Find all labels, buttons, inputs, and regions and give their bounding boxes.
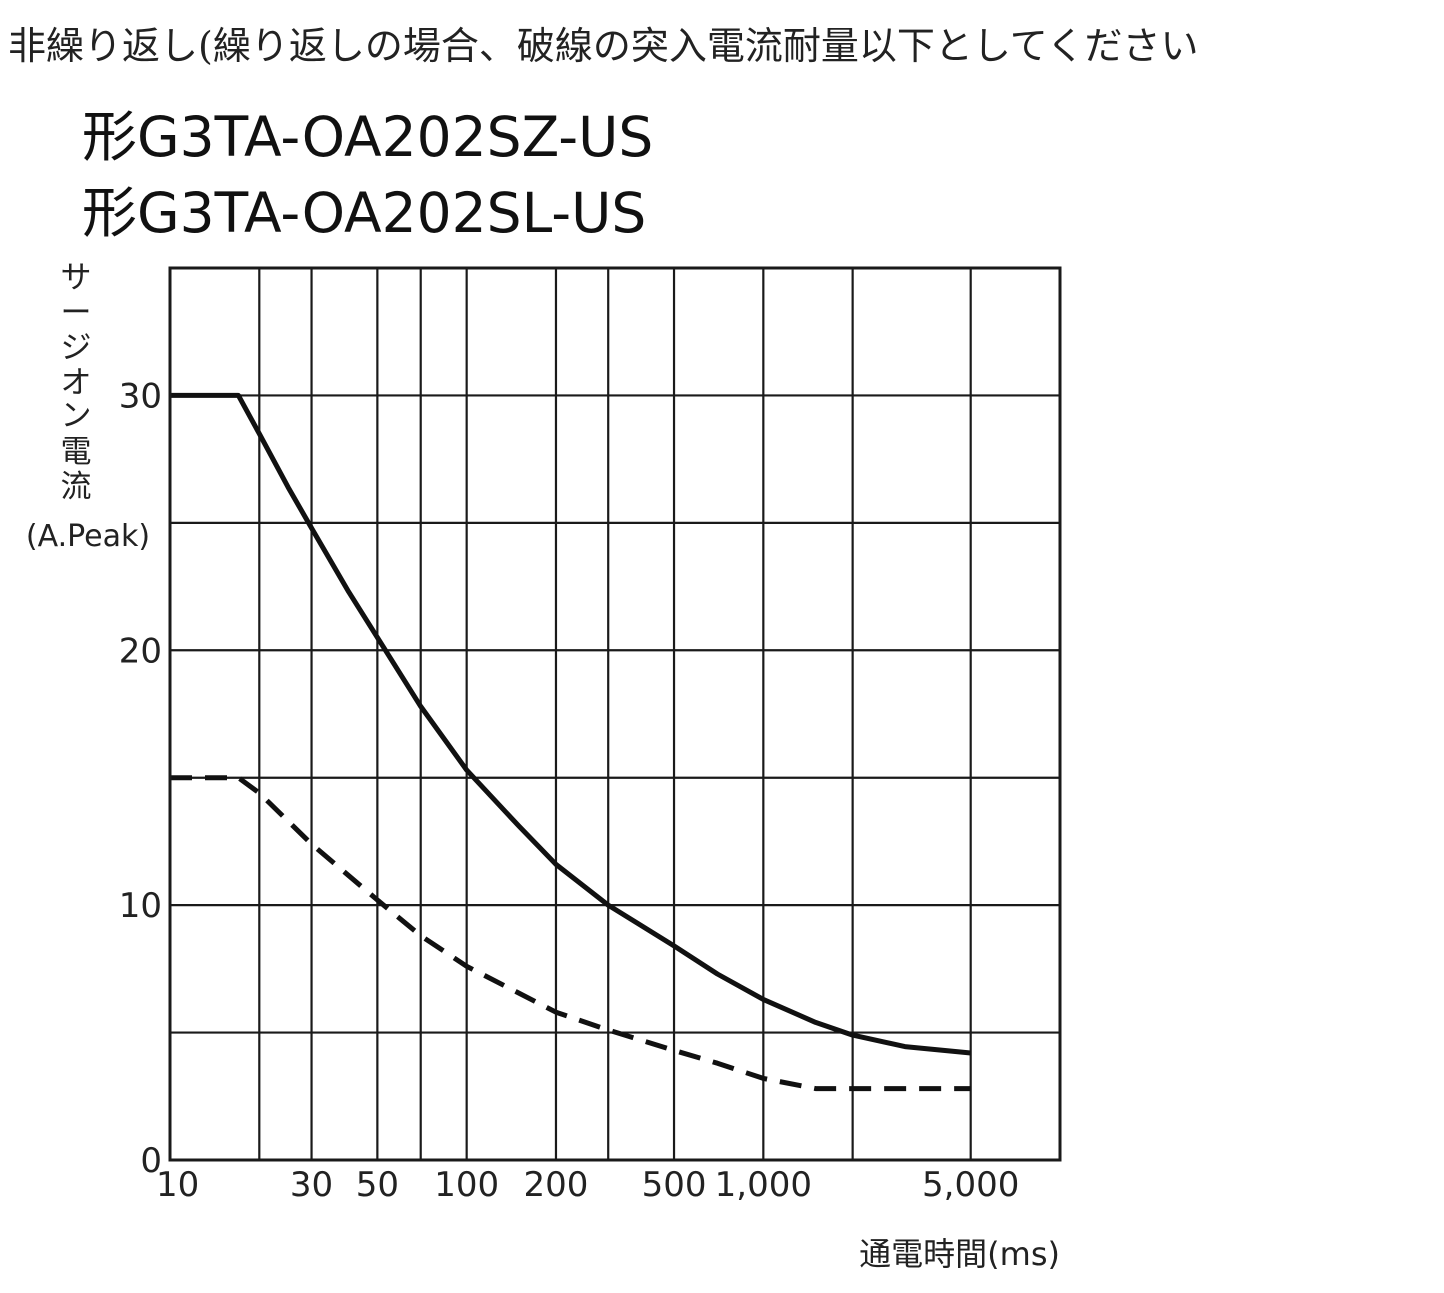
x-tick-label: 30 xyxy=(290,1165,333,1205)
x-tick-label: 10 xyxy=(156,1165,199,1205)
y-axis-label-char: オ xyxy=(61,365,92,401)
model-title-sz: 形G3TA-OA202SZ-US xyxy=(82,105,654,169)
header-note: 非繰り返し(繰り返しの場合、破線の突入電流耐量以下としてください xyxy=(8,24,1199,68)
x-axis-title: 通電時間(ms) xyxy=(859,1235,1060,1273)
y-axis-unit: (A.Peak) xyxy=(26,519,150,554)
grid xyxy=(170,268,1060,1160)
y-axis-label-char: ジ xyxy=(61,330,92,366)
model-title-sl: 形G3TA-OA202SL-US xyxy=(82,181,647,245)
x-tick-label: 5,000 xyxy=(922,1165,1019,1205)
plot-border xyxy=(168,266,1062,1162)
series-group xyxy=(170,392,971,1092)
axis-labels: 10 30 50 100 200 500 1,000 5,0000102030サージオン電流(… xyxy=(26,260,1060,1273)
y-axis-label-char: 電 xyxy=(61,434,92,470)
y-axis-label-char: サ xyxy=(61,260,92,296)
y-axis-label-char: 流 xyxy=(61,469,92,505)
x-tick-label: 1,000 xyxy=(715,1165,812,1205)
x-tick-label: 100 xyxy=(434,1165,499,1205)
y-axis-label-char: ー xyxy=(61,295,92,331)
y-tick-label: 10 xyxy=(119,886,162,926)
x-tick-label: 200 xyxy=(524,1165,589,1205)
y-tick-label: 30 xyxy=(119,376,162,416)
x-tick-label: 500 xyxy=(642,1165,707,1205)
y-axis-label-char: ン xyxy=(61,398,92,434)
dashed-series-line xyxy=(170,775,971,1092)
y-tick-label: 0 xyxy=(140,1141,162,1181)
plot-frame xyxy=(168,266,1062,1162)
solid-series-line xyxy=(170,392,971,1056)
y-tick-label: 20 xyxy=(119,631,162,671)
x-tick-label: 50 xyxy=(356,1165,399,1205)
